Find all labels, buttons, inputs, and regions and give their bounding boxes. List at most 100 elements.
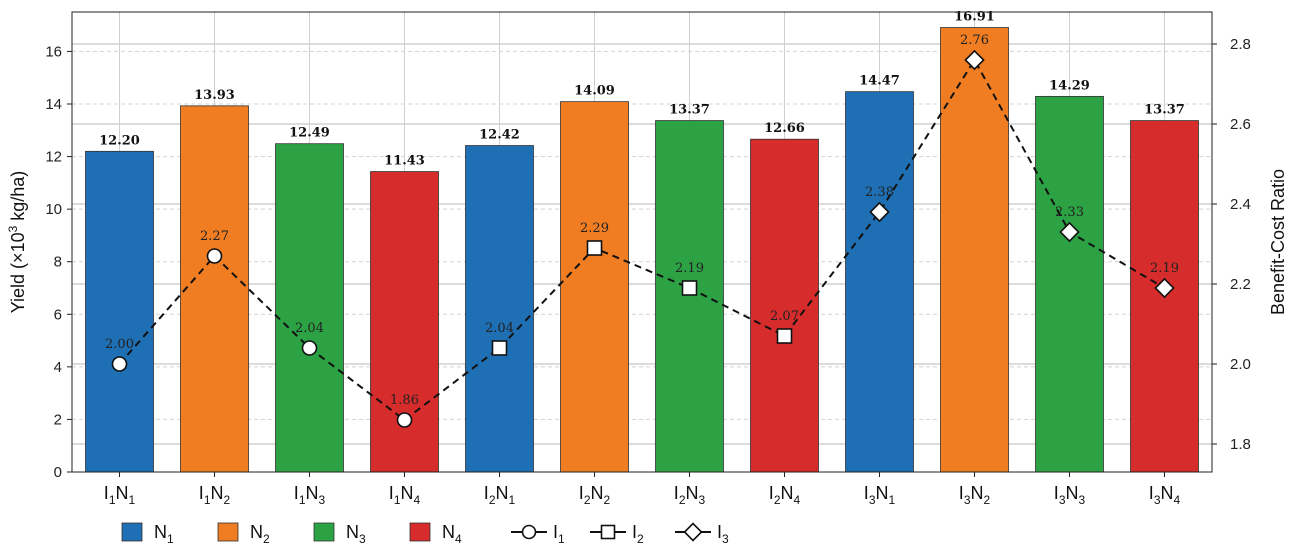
bcr-value-labels: 2.00 2.27 2.04 1.86 2.04 2.29 2.19 2.07 2.38 2.76… xyxy=(105,33,1179,408)
y-left-tick-label: 16 xyxy=(45,43,62,60)
y-right-tick-label: 2.2 xyxy=(1230,276,1251,293)
y-right-ticks: 1.8 2.0 2.2 2.4 2.6 2.8 xyxy=(1212,36,1251,453)
x-tick-label: I3N4 xyxy=(1149,483,1181,507)
bar-value-label: 12.49 xyxy=(289,126,330,141)
y-left-ticks: 0 2 4 6 8 10 12 14 16 xyxy=(45,43,72,481)
x-tick-label: I1N3 xyxy=(294,483,326,507)
x-tick-label: I2N4 xyxy=(769,483,801,507)
legend-label: I1 xyxy=(553,522,565,546)
legend-label: N3 xyxy=(346,522,366,546)
bcr-value-label: 2.38 xyxy=(865,185,894,200)
legend-label: I3 xyxy=(717,522,729,546)
bcr-marker xyxy=(1154,277,1175,299)
y-right-tick-label: 2.4 xyxy=(1230,196,1251,213)
bar xyxy=(465,145,534,473)
x-tick-label: I3N1 xyxy=(864,483,896,507)
bar xyxy=(750,138,819,473)
legend-swatch xyxy=(217,522,239,542)
x-tick-label: I1N2 xyxy=(199,483,231,507)
legend-label: I2 xyxy=(632,522,644,546)
bcr-value-label: 2.19 xyxy=(1150,261,1179,276)
bcr-marker xyxy=(206,248,223,264)
bcr-marker xyxy=(491,340,508,356)
bar-value-label: 12.42 xyxy=(479,128,520,143)
bar-value-label: 13.37 xyxy=(1144,103,1185,118)
y-left-tick-label: 12 xyxy=(45,149,62,166)
bars xyxy=(85,27,1199,473)
legend-item: N1 xyxy=(121,522,174,546)
bcr-dashed-line xyxy=(118,58,1166,422)
bcr-value-label: 2.29 xyxy=(580,221,609,236)
bar-value-label: 13.37 xyxy=(669,103,710,118)
bcr-marker xyxy=(681,280,698,296)
bar-value-label: 14.29 xyxy=(1049,78,1090,93)
legend-item: I2 xyxy=(590,522,644,546)
x-tick-label: I1N1 xyxy=(104,483,136,507)
legend-marker xyxy=(600,524,616,540)
bar-value-label: 14.09 xyxy=(574,84,615,99)
x-tick-label: I3N2 xyxy=(959,483,991,507)
bcr-value-label: 2.19 xyxy=(675,261,704,276)
y-left-tick-label: 8 xyxy=(54,254,62,271)
bar-value-label: 16.91 xyxy=(954,10,995,25)
bar xyxy=(560,101,629,473)
y-left-tick-label: 2 xyxy=(54,411,62,428)
bcr-value-label: 2.07 xyxy=(770,309,799,324)
bcr-value-label: 2.04 xyxy=(485,321,514,336)
y-left-axis-title: Yield (×103 kg/ha) xyxy=(6,171,28,314)
y-right-tick-label: 2.6 xyxy=(1230,116,1251,133)
bcr-marker xyxy=(586,240,603,256)
y-left-tick-label: 4 xyxy=(54,359,62,376)
bar-value-label: 11.43 xyxy=(384,154,425,169)
legend-label: N4 xyxy=(442,522,462,546)
bar xyxy=(85,150,154,473)
bcr-marker xyxy=(964,49,985,71)
bar-value-label: 12.66 xyxy=(764,121,805,136)
bcr-marker xyxy=(776,328,793,344)
y-right-axis-title: Benefit-Cost Ratio xyxy=(1268,169,1288,315)
y-right-tick-label: 2.8 xyxy=(1230,36,1251,53)
bcr-value-label: 2.04 xyxy=(295,321,324,336)
legend-label: N1 xyxy=(154,522,174,546)
bar-value-label: 12.20 xyxy=(99,133,140,148)
legend-marker xyxy=(521,524,537,540)
legend: N1 N2 N3 N4 I1 I2 I3 xyxy=(121,522,729,546)
bcr-value-label: 1.86 xyxy=(390,393,419,408)
legend-marker xyxy=(683,522,703,542)
bcr-marker xyxy=(396,412,413,428)
bar xyxy=(655,120,724,473)
bar xyxy=(180,105,249,473)
legend-item: I3 xyxy=(675,522,729,546)
legend-label: N2 xyxy=(250,522,270,546)
x-tick-label: I1N4 xyxy=(389,483,421,507)
x-tick-label: I3N3 xyxy=(1054,483,1086,507)
bar xyxy=(845,91,914,473)
y-left-tick-label: 6 xyxy=(54,306,62,323)
x-tick-label: I2N3 xyxy=(674,483,706,507)
bar-value-label: 13.93 xyxy=(194,88,235,103)
y-left-tick-label: 0 xyxy=(54,464,62,481)
bcr-marker xyxy=(1059,221,1080,243)
legend-item: N4 xyxy=(409,522,462,546)
legend-swatch xyxy=(409,522,431,542)
bcr-line xyxy=(118,58,1166,422)
axes xyxy=(71,11,1213,473)
bcr-value-label: 2.33 xyxy=(1055,205,1084,220)
legend-swatch xyxy=(121,522,143,542)
bcr-value-label: 2.76 xyxy=(960,33,989,48)
x-tick-labels: I1N1 I1N2 I1N3 I1N4 I2N1 I2N2 I2N3 I2N4 I3N1 I3N2… xyxy=(104,472,1181,507)
y-left-tick-label: 10 xyxy=(45,201,62,218)
bcr-markers xyxy=(111,49,1175,428)
legend-item: N2 xyxy=(217,522,270,546)
bcr-marker xyxy=(301,340,318,356)
bcr-marker xyxy=(111,356,128,372)
bar xyxy=(1035,95,1104,473)
x-tick-label: I2N2 xyxy=(579,483,611,507)
bcr-value-label: 2.27 xyxy=(200,229,229,244)
bcr-marker xyxy=(869,201,890,223)
bcr-value-label: 2.00 xyxy=(105,337,134,352)
x-tick-label: I2N1 xyxy=(484,483,516,507)
axis-titles: Yield (×103 kg/ha) Benefit-Cost Ratio xyxy=(6,169,1288,315)
legend-swatch xyxy=(313,522,335,542)
